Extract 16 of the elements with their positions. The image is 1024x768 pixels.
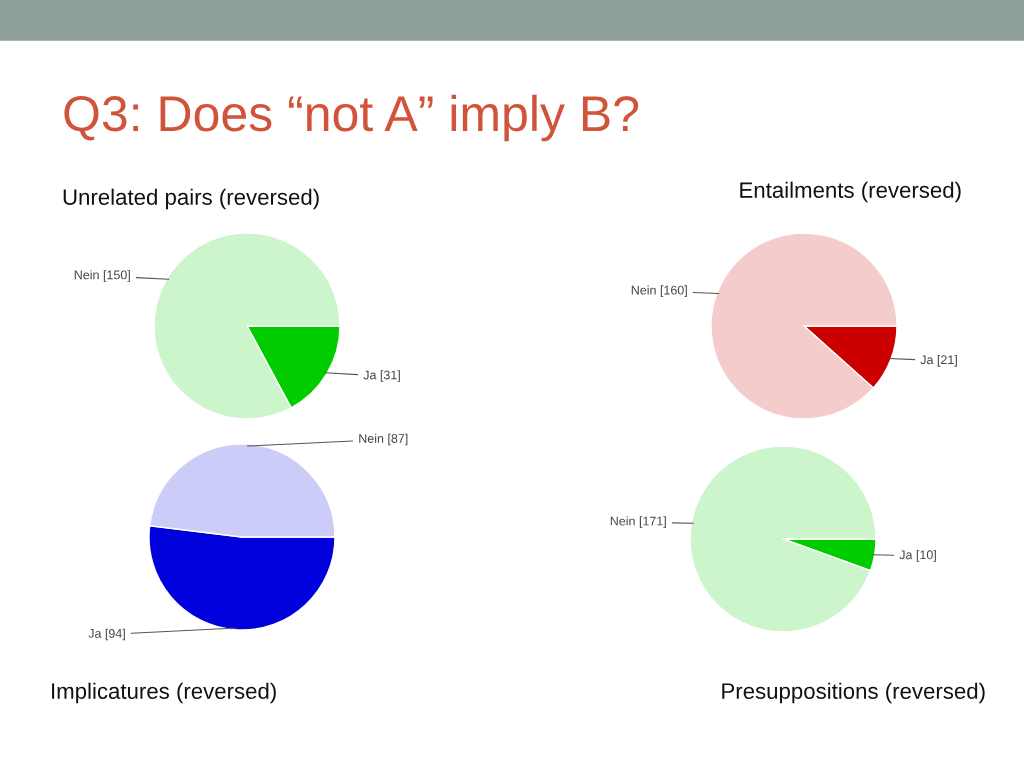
slice-label: Nein [87] xyxy=(359,433,408,446)
slice-label: Ja [10] xyxy=(899,550,936,562)
slice-label: Ja [31] xyxy=(363,370,400,382)
slice-label: Nein [150] xyxy=(74,270,130,282)
chart-title: Entailments (reversed) xyxy=(740,181,961,203)
slice-label: Nein [160] xyxy=(631,285,687,298)
text: Presuppositions (reversed) xyxy=(722,682,985,704)
slice-label: Nein [171] xyxy=(610,516,666,528)
text: Q3: Does “not A” imply B? xyxy=(64,94,639,142)
pie-slice xyxy=(689,445,877,633)
pie-slice xyxy=(153,232,341,420)
text: Implicatures (reversed) xyxy=(52,682,276,704)
slice-label: Ja [21] xyxy=(920,354,957,367)
chart-title: Unrelated pairs (reversed) xyxy=(63,188,319,210)
slice-label: Ja [94] xyxy=(88,628,125,641)
pie-slice xyxy=(710,232,898,420)
